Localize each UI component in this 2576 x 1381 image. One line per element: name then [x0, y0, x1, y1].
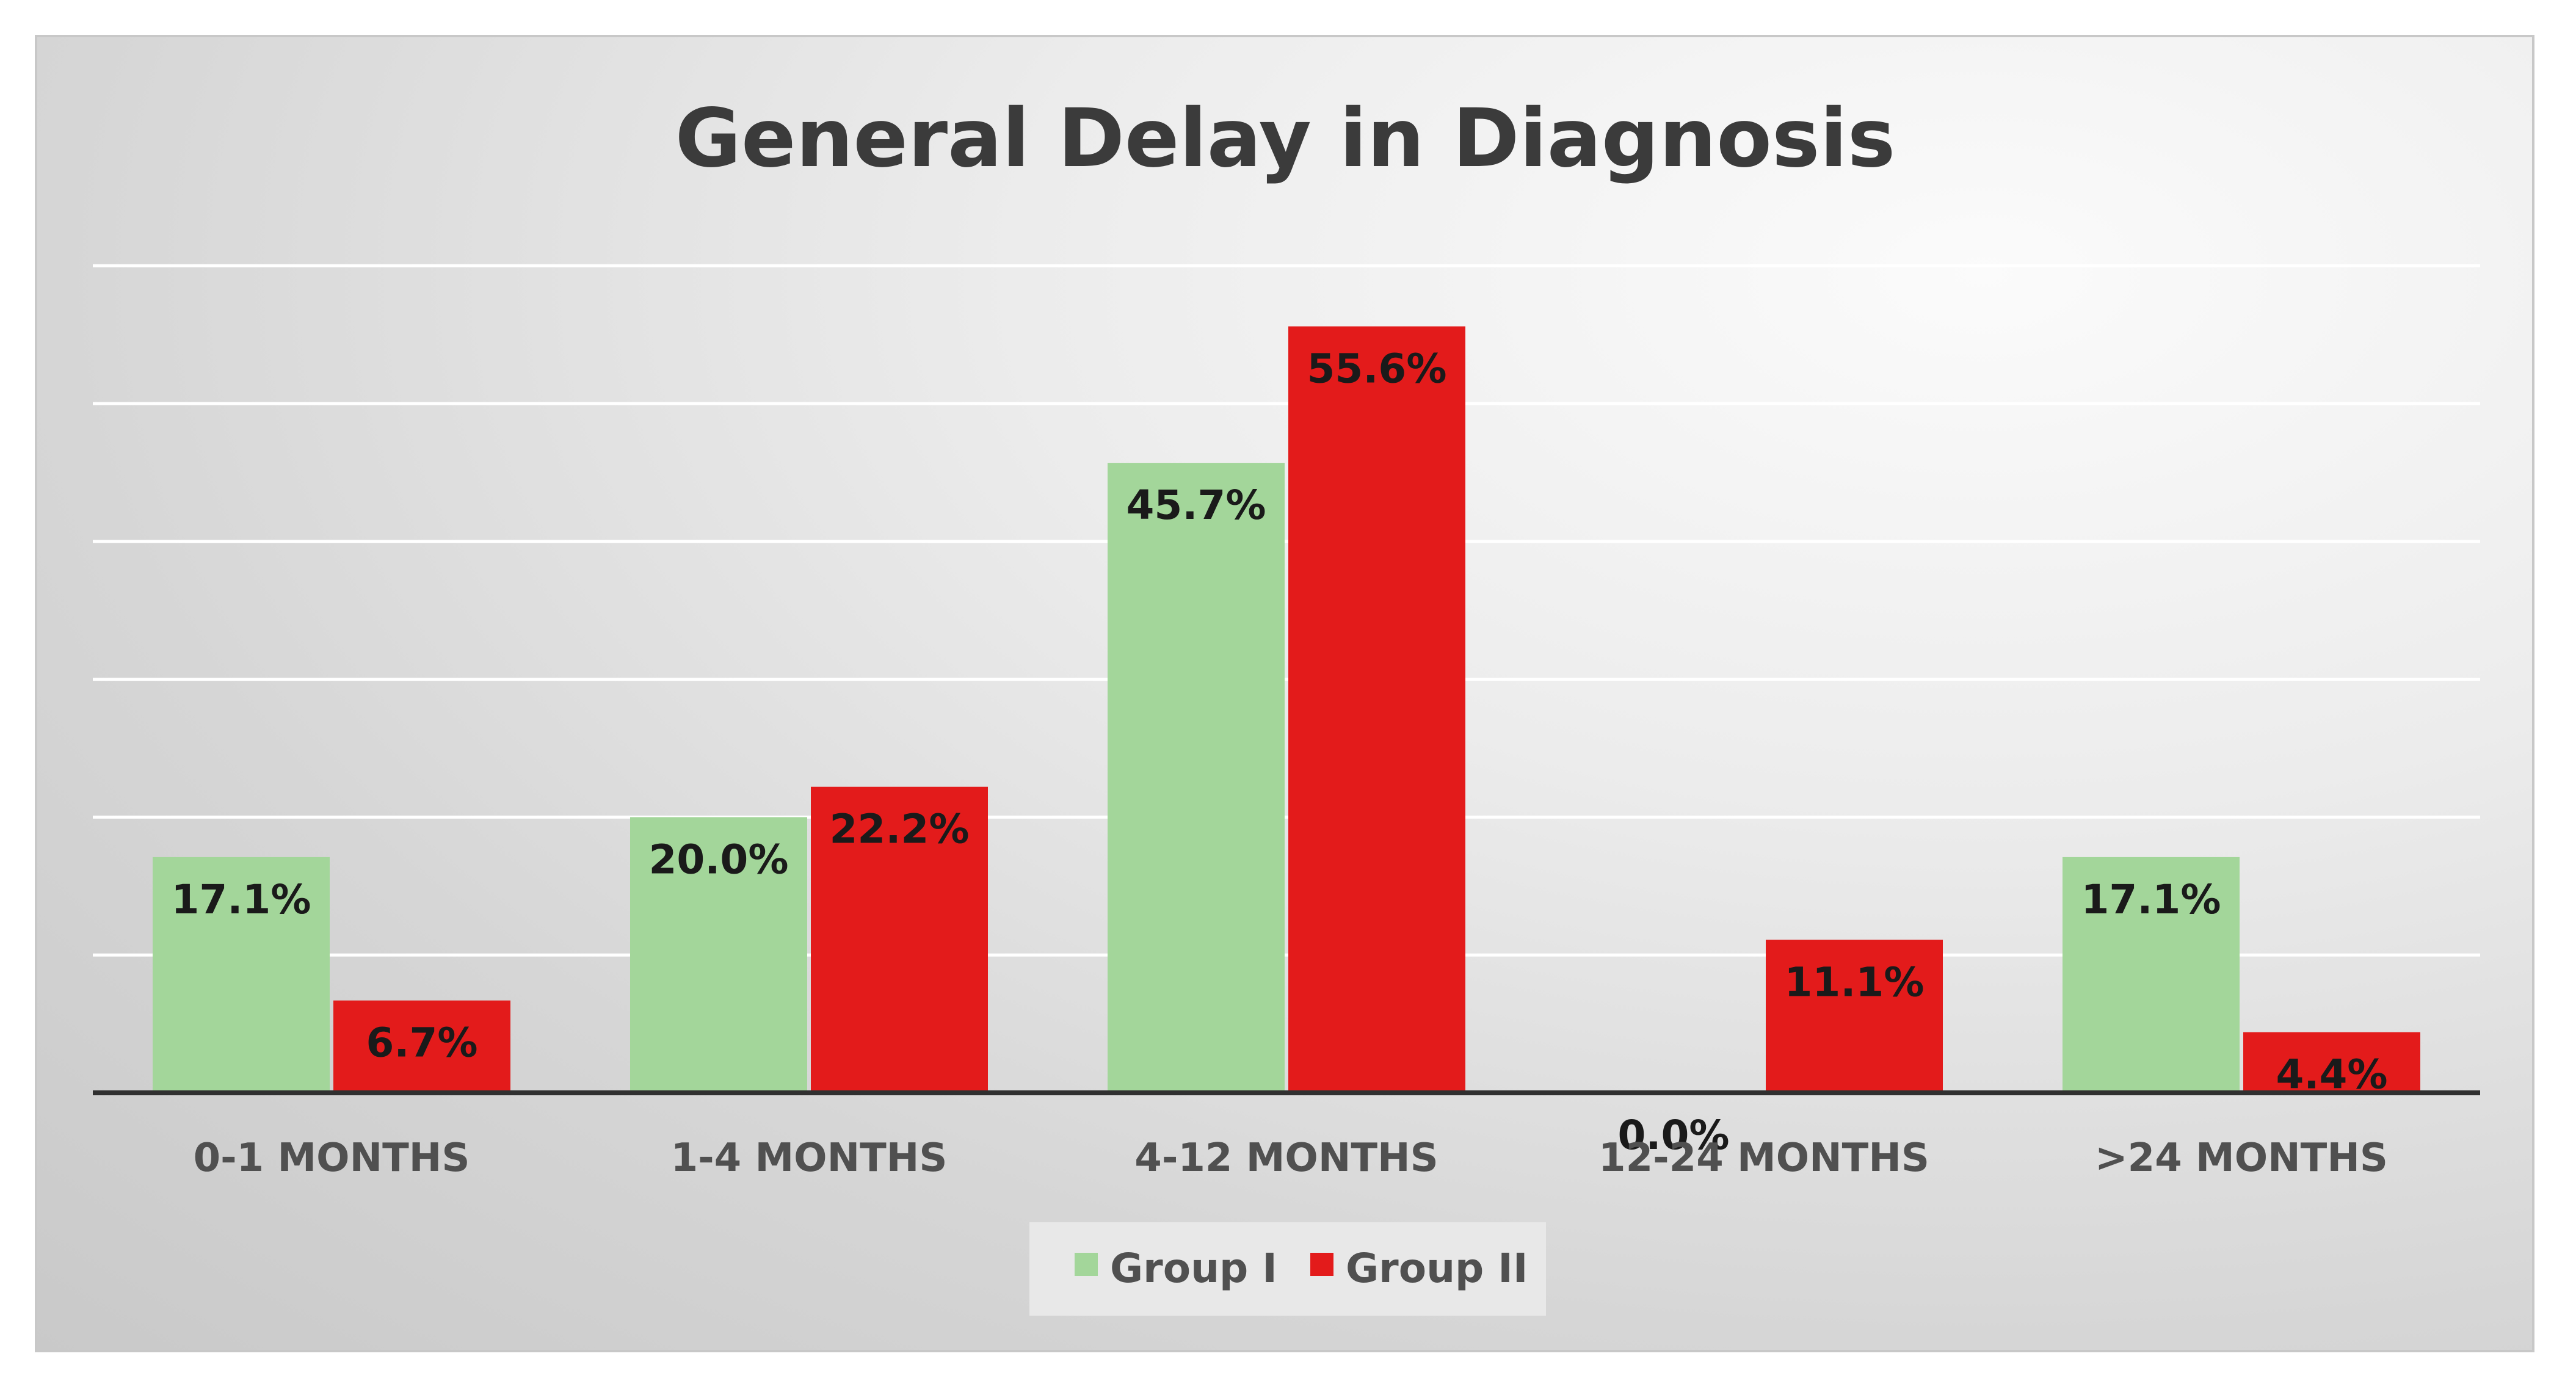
data-label: 11.1% — [1785, 959, 1925, 1006]
data-label: 45.7% — [1127, 482, 1266, 529]
category-label: 12-24 MONTHS — [1598, 1136, 1929, 1181]
bar-group-i-0 — [153, 857, 330, 1093]
category-label: 1-4 MONTHS — [671, 1136, 948, 1181]
bars — [153, 326, 2420, 1093]
bar-group-ii-1 — [811, 786, 988, 1093]
data-label: 55.6% — [1307, 346, 1447, 393]
data-label: 20.0% — [649, 836, 789, 883]
data-label: 17.1% — [172, 876, 311, 923]
bar-group-ii-2 — [1288, 326, 1465, 1093]
data-labels: 17.1% 6.7% 20.0% 22.2% 45.7% 55.6% 0.0% 11.1% 17… — [172, 346, 2388, 1159]
gridlines — [93, 264, 2480, 957]
data-label: 17.1% — [2081, 876, 2221, 923]
bar-group-i-4 — [2063, 857, 2240, 1093]
category-label: 0-1 MONTHS — [194, 1136, 470, 1181]
legend-swatch — [1310, 1253, 1333, 1276]
legend-background — [1029, 1222, 1546, 1316]
bar-group-i-2 — [1108, 463, 1285, 1093]
legend-items: Group I Group II — [1075, 1245, 1528, 1292]
legend-label: Group I — [1110, 1245, 1277, 1292]
data-label: 4.4% — [2276, 1051, 2387, 1098]
category-label: 4-12 MONTHS — [1134, 1136, 1438, 1181]
legend: Group I Group II — [1029, 1222, 1546, 1316]
legend-swatch — [1075, 1253, 1098, 1276]
bar-group-i-1 — [630, 817, 807, 1093]
data-label: 22.2% — [830, 806, 970, 853]
chart-title: General Delay in Diagnosis — [675, 92, 1896, 186]
legend-label: Group II — [1346, 1245, 1528, 1292]
bar-group-ii-3 — [1766, 940, 1943, 1093]
data-label: 6.7% — [366, 1020, 477, 1067]
category-labels: 0-1 MONTHS 1-4 MONTHS 4-12 MONTHS 12-24 MON… — [194, 1136, 2388, 1181]
data-label: 0.0% — [1617, 1112, 1729, 1159]
bar-group-ii-4 — [2243, 1032, 2420, 1093]
category-label: >24 MONTHS — [2095, 1136, 2388, 1181]
bar-group-ii-0 — [333, 1000, 510, 1093]
